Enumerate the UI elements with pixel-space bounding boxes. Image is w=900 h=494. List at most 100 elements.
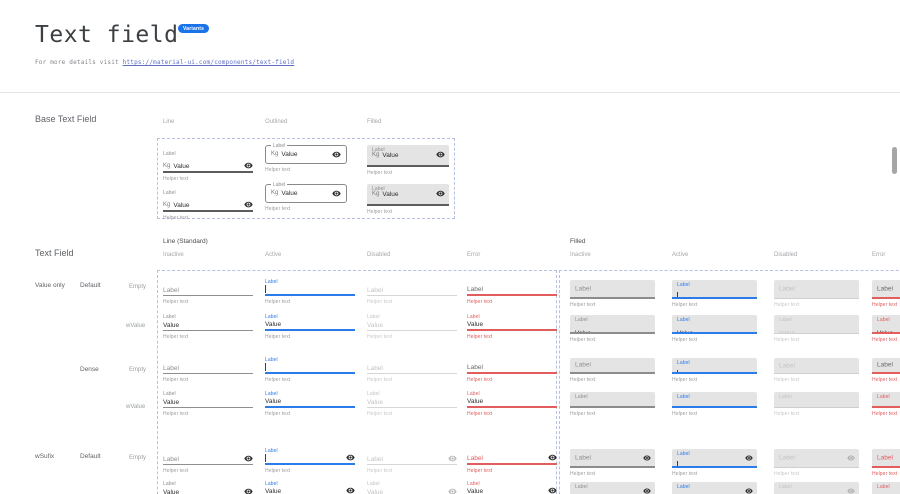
visibility-icon[interactable] xyxy=(643,482,651,494)
field-label: Label xyxy=(367,287,383,294)
field-value: Value xyxy=(575,407,591,408)
field-label: Label xyxy=(677,317,690,323)
helper-text: Helper text xyxy=(265,299,291,305)
text-input[interactable]: Label Kg Value xyxy=(367,145,449,167)
visibility-icon[interactable] xyxy=(244,161,253,170)
text-input[interactable]: Label xyxy=(672,358,757,374)
helper-text: Helper text xyxy=(570,471,596,477)
text-input[interactable]: Value xyxy=(367,398,457,408)
vertical-scrollbar-thumb[interactable] xyxy=(892,147,897,174)
visibility-icon[interactable] xyxy=(346,486,355,494)
text-input[interactable]: Label Kg Value xyxy=(265,143,347,164)
field-label: Label xyxy=(779,484,792,490)
field-label: Label xyxy=(467,314,480,320)
text-input[interactable]: Label xyxy=(367,364,457,374)
visibility-icon[interactable] xyxy=(436,146,445,164)
visibility-icon[interactable] xyxy=(244,487,253,494)
visibility-icon[interactable] xyxy=(448,454,457,463)
text-input[interactable]: Label xyxy=(570,449,655,468)
text-input[interactable]: Value xyxy=(367,321,457,331)
text-input[interactable]: Label xyxy=(367,455,457,465)
text-input[interactable]: Label xyxy=(672,280,757,299)
visibility-icon[interactable] xyxy=(548,486,557,494)
visibility-icon[interactable] xyxy=(548,453,557,462)
text-input[interactable]: Value xyxy=(163,321,253,331)
visibility-icon[interactable] xyxy=(332,189,341,198)
field-label: Label xyxy=(575,484,588,490)
text-input[interactable]: Value xyxy=(265,486,355,494)
text-input[interactable]: Label xyxy=(872,358,900,374)
helper-text: Helper text xyxy=(163,215,189,221)
text-field-filled-disabled: Label Value Helper text xyxy=(774,392,859,417)
visibility-icon[interactable] xyxy=(332,150,341,159)
text-input[interactable]: Label xyxy=(570,280,655,299)
text-field-filled-inactive: Label Helper text xyxy=(570,358,655,383)
field-label: Label xyxy=(877,394,890,400)
visibility-icon[interactable] xyxy=(244,200,253,209)
visibility-icon[interactable] xyxy=(346,453,355,462)
field-label: Label xyxy=(677,451,690,457)
text-input[interactable]: Label xyxy=(467,453,557,465)
text-input[interactable]: Label Kg Value xyxy=(367,184,449,206)
text-input[interactable]: Label xyxy=(163,455,253,465)
text-input[interactable]: Label xyxy=(774,358,859,374)
text-input[interactable]: Label xyxy=(367,286,457,296)
text-input[interactable]: Value xyxy=(367,488,457,494)
visibility-icon[interactable] xyxy=(847,449,855,467)
text-input[interactable]: Label xyxy=(163,364,253,374)
visibility-icon[interactable] xyxy=(448,487,457,494)
text-input[interactable]: Kg Value xyxy=(163,160,253,173)
visibility-icon[interactable] xyxy=(244,454,253,463)
text-input[interactable]: Value xyxy=(467,398,557,408)
text-input[interactable]: Label Kg Value xyxy=(265,182,347,203)
field-label: Label xyxy=(163,391,176,397)
text-field-line-error: Label Helper text xyxy=(467,279,557,305)
text-input[interactable]: Label xyxy=(872,280,900,299)
field-label: Label xyxy=(877,285,893,292)
text-input[interactable]: Value xyxy=(467,486,557,494)
docs-link[interactable]: https://material-ui.com/components/text-… xyxy=(122,59,295,66)
text-input[interactable]: Kg Value xyxy=(163,199,253,212)
text-input[interactable]: Value xyxy=(265,398,355,408)
text-input[interactable]: Label xyxy=(774,280,859,299)
helper-text: Helper text xyxy=(467,377,493,383)
helper-text: Helper text xyxy=(774,302,800,308)
text-input[interactable]: Label xyxy=(467,364,557,374)
text-input[interactable]: Label xyxy=(774,449,859,468)
page-title: Text field xyxy=(35,22,179,48)
text-input[interactable]: Value xyxy=(163,488,253,494)
visibility-icon[interactable] xyxy=(745,449,753,466)
text-input[interactable]: Label xyxy=(672,449,757,468)
visibility-icon[interactable] xyxy=(436,185,445,203)
text-input[interactable]: Value xyxy=(163,398,253,408)
visibility-icon[interactable] xyxy=(643,449,651,466)
field-label: Label xyxy=(877,484,890,490)
text-input[interactable] xyxy=(265,453,355,465)
text-input[interactable]: Label xyxy=(163,286,253,296)
text-input[interactable] xyxy=(265,363,355,374)
field-label: Label xyxy=(467,481,480,487)
visibility-icon[interactable] xyxy=(745,482,753,494)
text-input[interactable]: Label xyxy=(872,449,900,468)
text-input[interactable] xyxy=(265,285,355,296)
filled-group-frame xyxy=(559,270,900,494)
text-input[interactable]: Value xyxy=(265,321,355,331)
value-row: Kg Value xyxy=(372,152,444,159)
visibility-icon[interactable] xyxy=(847,482,855,494)
helper-text: Helper text xyxy=(265,334,291,340)
text-input[interactable]: Value xyxy=(467,321,557,331)
text-input[interactable]: Label xyxy=(570,358,655,374)
text-input[interactable]: Label xyxy=(467,286,557,296)
